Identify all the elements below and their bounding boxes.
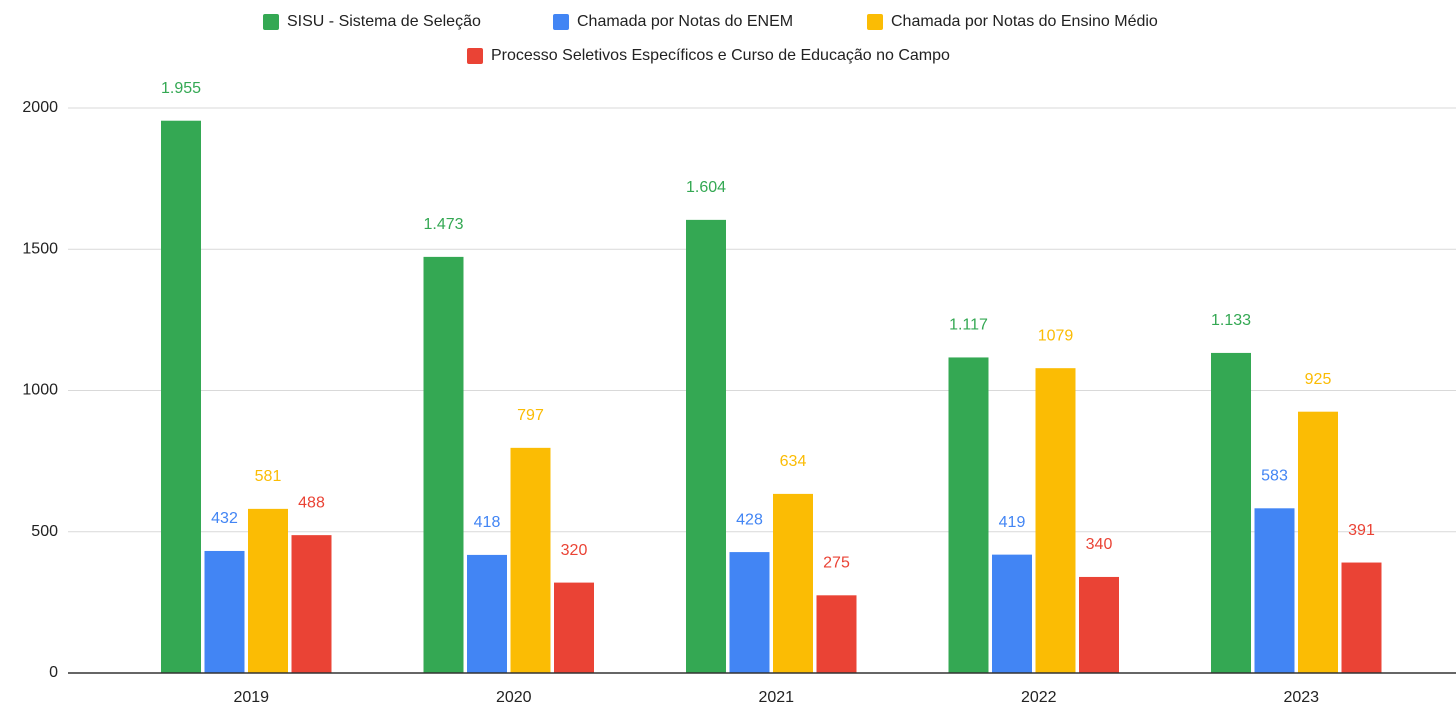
data-label: 340 — [1086, 536, 1113, 553]
data-label: 418 — [474, 514, 501, 531]
bar — [686, 219, 726, 673]
bar — [554, 582, 594, 673]
data-label: 391 — [1348, 522, 1375, 539]
bar — [291, 535, 332, 673]
x-tick-label: 2019 — [233, 689, 269, 706]
data-label: 1.117 — [949, 317, 988, 334]
data-label: 1.955 — [161, 80, 201, 97]
y-tick-label: 500 — [31, 523, 58, 540]
x-tick-label: 2021 — [758, 689, 794, 706]
legend-swatch — [467, 48, 483, 64]
bar — [992, 554, 1032, 673]
data-label: 1.133 — [1211, 312, 1251, 329]
legend-label: Chamada por Notas do ENEM — [577, 13, 793, 30]
bar — [467, 554, 507, 673]
x-tick-label: 2020 — [496, 689, 532, 706]
bar — [816, 595, 857, 673]
bar — [1079, 576, 1119, 673]
legend-label: Chamada por Notas do Ensino Médio — [891, 13, 1158, 30]
bar — [1254, 508, 1295, 673]
bar — [204, 550, 245, 673]
data-label: 275 — [823, 555, 850, 572]
data-label: 581 — [255, 468, 282, 485]
data-label: 432 — [211, 510, 238, 527]
legend-swatch — [263, 14, 279, 30]
bar — [1211, 352, 1251, 673]
bar — [1035, 368, 1076, 673]
data-label: 1079 — [1038, 327, 1074, 344]
data-label: 1.604 — [686, 179, 726, 196]
data-label: 1.473 — [423, 216, 463, 233]
data-label: 925 — [1305, 371, 1332, 388]
bar — [948, 357, 989, 673]
data-label: 797 — [517, 407, 544, 424]
y-tick-label: 1500 — [22, 240, 58, 257]
legend-label: Processo Seletivos Específicos e Curso d… — [491, 47, 950, 64]
data-label: 634 — [780, 453, 807, 470]
bar — [510, 447, 551, 673]
data-label: 419 — [999, 514, 1026, 531]
bar — [773, 493, 813, 673]
data-label: 428 — [736, 511, 763, 528]
y-tick-label: 2000 — [22, 99, 58, 116]
bar — [161, 120, 201, 673]
bar — [248, 508, 288, 673]
legend-label: SISU - Sistema de Seleção — [287, 13, 481, 30]
bar — [1298, 411, 1338, 673]
x-tick-label: 2023 — [1283, 689, 1319, 706]
data-label: 583 — [1261, 468, 1288, 485]
data-label: 488 — [298, 494, 325, 511]
y-tick-label: 0 — [49, 664, 58, 681]
bar — [423, 256, 464, 673]
bar — [1341, 562, 1382, 673]
y-tick-label: 1000 — [22, 382, 58, 399]
data-label: 320 — [561, 542, 588, 559]
bar — [729, 552, 770, 673]
x-tick-label: 2022 — [1021, 689, 1057, 706]
legend-swatch — [867, 14, 883, 30]
legend-swatch — [553, 14, 569, 30]
